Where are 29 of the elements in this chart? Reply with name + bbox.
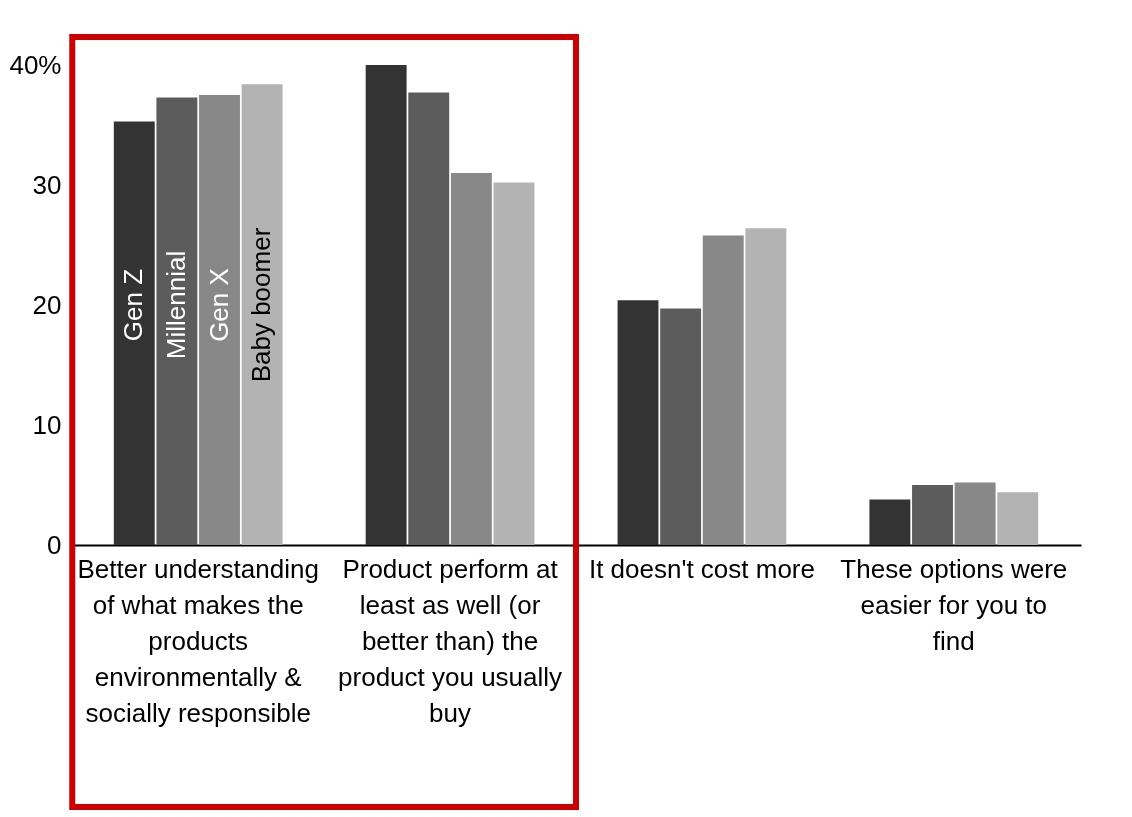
bar bbox=[912, 485, 953, 545]
bar bbox=[660, 308, 702, 545]
series-label: Gen X bbox=[203, 268, 234, 342]
x-tick-label: It doesn't cost more bbox=[588, 554, 815, 584]
y-tick-label: 0 bbox=[47, 529, 62, 560]
bar bbox=[113, 121, 155, 545]
bar bbox=[365, 65, 407, 545]
y-tick-label: 30 bbox=[32, 169, 62, 200]
series-label: Gen Z bbox=[118, 268, 149, 342]
bar bbox=[745, 228, 787, 545]
bar bbox=[241, 84, 283, 545]
bar bbox=[617, 300, 659, 545]
y-tick-label: 10 bbox=[32, 409, 62, 440]
bar bbox=[199, 95, 240, 545]
bar bbox=[954, 482, 996, 545]
bar bbox=[997, 492, 1039, 545]
x-tick-label: Better understanding of what makes the products environmentally & socially responsible bbox=[77, 554, 319, 728]
bar bbox=[408, 92, 450, 545]
bar bbox=[156, 97, 198, 545]
bar bbox=[702, 235, 744, 545]
bar bbox=[869, 499, 911, 545]
bar bbox=[450, 173, 492, 545]
y-tick-label: 20 bbox=[32, 289, 62, 320]
y-tick-label: 40% bbox=[9, 49, 62, 80]
bar bbox=[493, 182, 535, 545]
x-tick-label: These options were easier for you to find bbox=[840, 554, 1068, 656]
x-tick-label: Product perform at least as well (or better than) the product you usually buy bbox=[338, 554, 563, 728]
series-label: Millennial bbox=[160, 250, 191, 360]
series-label: Baby boomer bbox=[246, 227, 277, 383]
